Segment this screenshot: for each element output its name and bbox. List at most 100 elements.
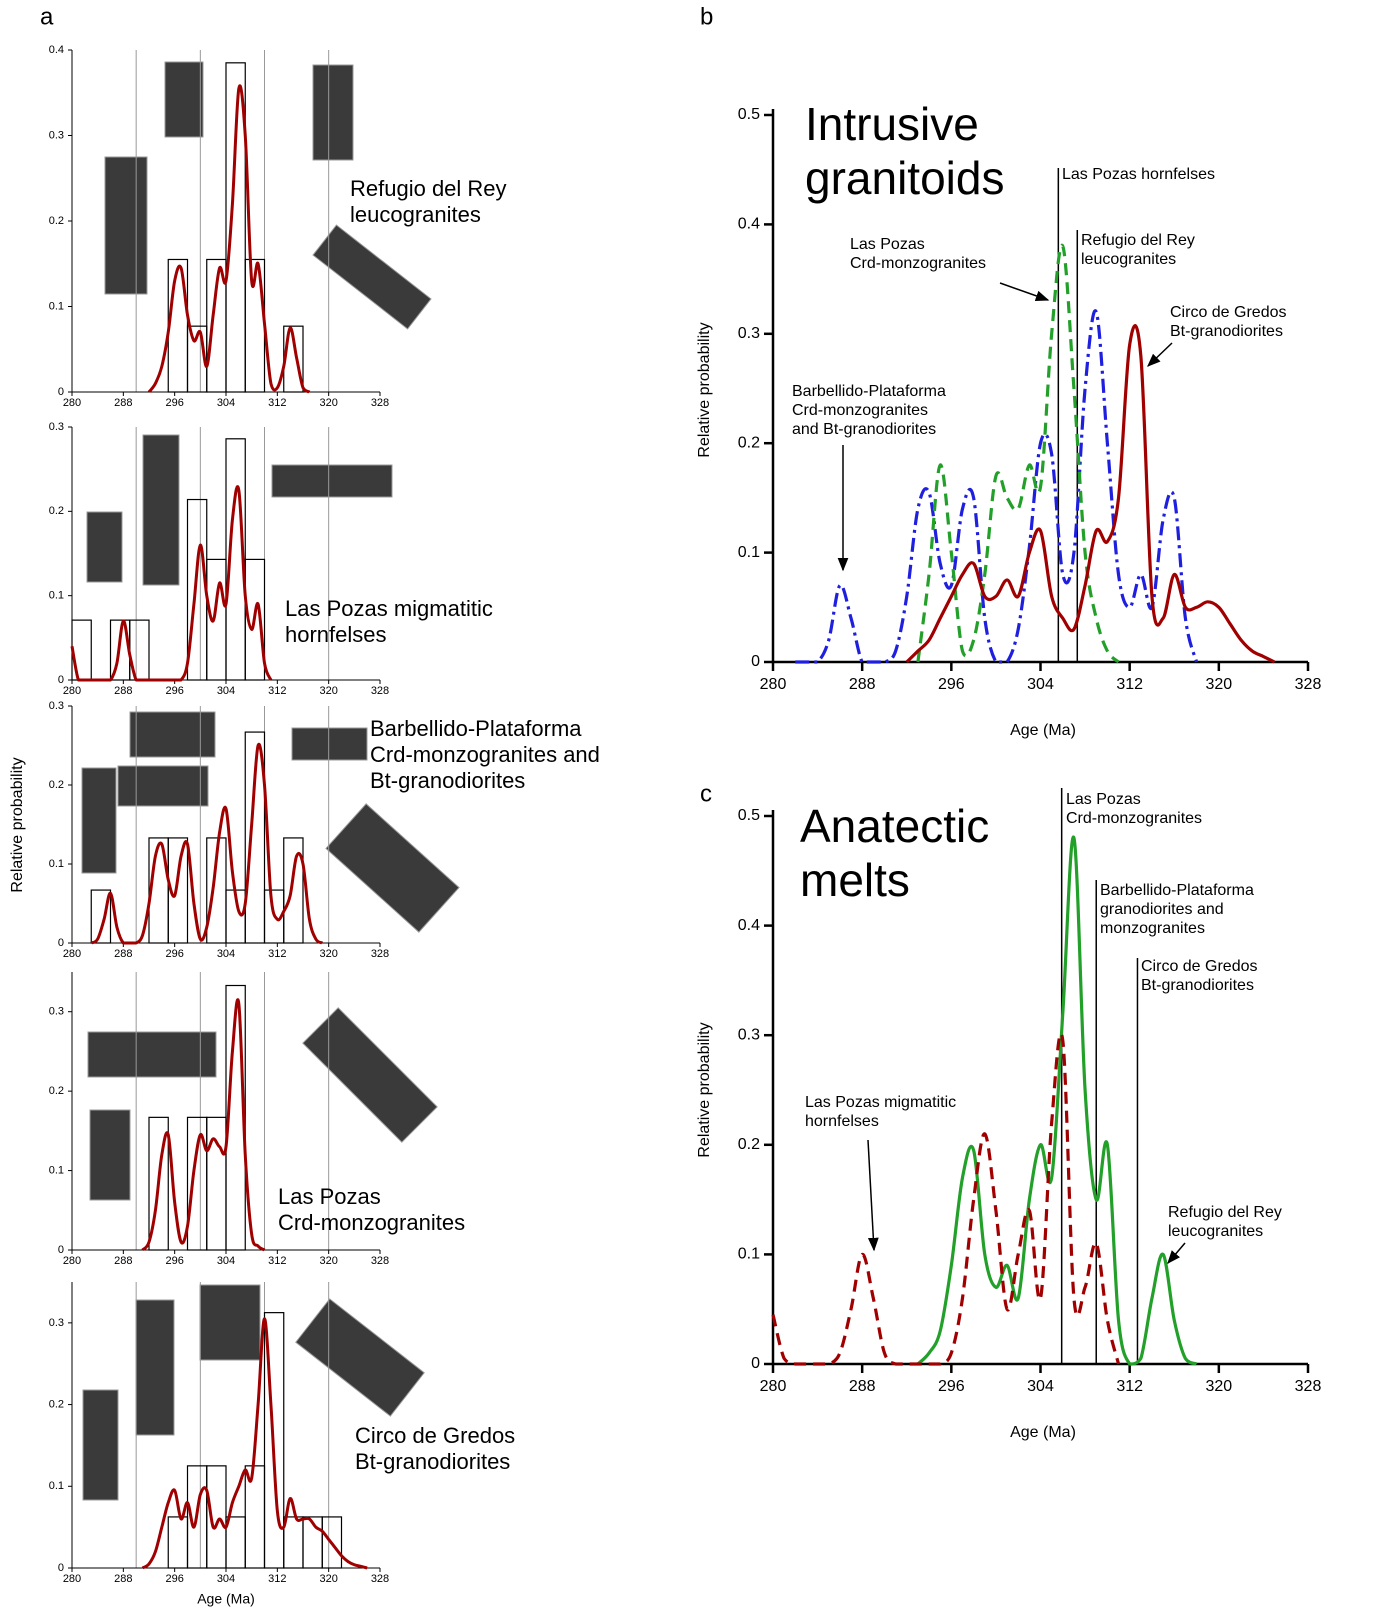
reference-label: Las Pozas hornfelses: [1062, 166, 1215, 183]
x-axis-label: Age (Ma): [1010, 722, 1076, 739]
y-tick-label: 0.1: [49, 590, 64, 602]
histogram-bar: [321, 1516, 343, 1569]
x-tick-label: 328: [371, 1255, 389, 1267]
zircon-image: [325, 803, 460, 933]
zircon-image: [291, 727, 368, 761]
density-curve: [771, 1032, 1121, 1366]
histogram-bar: [225, 62, 246, 393]
x-tick-label: 304: [217, 1255, 235, 1267]
annotation: Las Pozas: [850, 236, 925, 253]
x-tick-label: 280: [63, 1573, 81, 1585]
x-tick-label: 320: [319, 397, 337, 409]
zircon-image: [312, 224, 432, 330]
annotation: Circo de Gredos: [355, 1423, 515, 1448]
x-tick-label: 328: [1295, 676, 1322, 693]
x-tick-label: 312: [268, 397, 286, 409]
density-curve: [916, 243, 1120, 664]
panel-label: a: [40, 3, 54, 30]
annotation: Crd-monzogranites: [792, 402, 928, 419]
chart-title: melts: [800, 854, 910, 906]
histogram-bar: [206, 1116, 227, 1251]
density-curve: [905, 324, 1276, 664]
x-tick-label: 304: [217, 397, 235, 409]
y-tick-label: 0: [58, 674, 64, 686]
y-tick-label: 0: [751, 653, 760, 670]
x-tick-label: 312: [268, 1573, 286, 1585]
y-axis-label: Relative probability: [696, 1022, 713, 1157]
zircon-image: [104, 156, 148, 295]
histogram-bar: [244, 558, 266, 681]
arrow: [1147, 342, 1173, 367]
x-tick-label: 288: [114, 1255, 132, 1267]
y-tick-label: 0.5: [738, 807, 760, 824]
zircon-image: [117, 765, 209, 807]
y-tick-label: 0.1: [738, 1246, 760, 1263]
density-curve: [916, 835, 1198, 1366]
histogram-bar: [90, 889, 112, 944]
x-tick-label: 296: [938, 1378, 965, 1395]
x-tick-label: 312: [1116, 1378, 1143, 1395]
y-tick-label: 0.2: [49, 505, 64, 517]
y-tick-label: 0: [58, 1244, 64, 1256]
chart-title: granitoids: [805, 152, 1004, 204]
y-tick-label: 0.3: [738, 325, 760, 342]
y-tick-label: 0.1: [49, 1164, 64, 1176]
annotation: Refugio del Rey: [1168, 1204, 1282, 1221]
histogram-bar: [167, 1516, 189, 1569]
x-tick-label: 320: [319, 1255, 337, 1267]
histogram-bar: [206, 558, 227, 681]
histogram-bar: [263, 1312, 285, 1569]
x-axis-label: Age (Ma): [197, 1591, 255, 1607]
x-tick-label: 288: [114, 1573, 132, 1585]
x-tick-label: 320: [1205, 676, 1232, 693]
x-tick-label: 304: [217, 685, 235, 697]
x-tick-label: 296: [165, 1573, 183, 1585]
y-tick-label: 0.4: [738, 917, 760, 934]
histogram-bar: [225, 1516, 246, 1569]
x-tick-label: 312: [1116, 676, 1143, 693]
zircon-image: [302, 1007, 438, 1143]
annotation: Las Pozas: [278, 1184, 381, 1209]
annotation: Bt-granodiorites: [1170, 323, 1283, 340]
x-tick-label: 288: [114, 685, 132, 697]
zircon-image: [142, 434, 180, 586]
x-tick-label: 288: [114, 948, 132, 960]
annotation: Crd-monzogranites: [850, 255, 986, 272]
reference-label: Circo de Gredos: [1141, 958, 1258, 975]
y-tick-label: 0.1: [738, 544, 760, 561]
chart-title: Intrusive: [805, 98, 979, 150]
y-tick-label: 0.1: [49, 1480, 64, 1492]
annotation: Refugio del Rey: [350, 176, 507, 201]
x-tick-label: 312: [268, 1255, 286, 1267]
histogram-bar: [244, 1465, 266, 1569]
zircon-image: [199, 1284, 261, 1361]
density-curve: [141, 998, 266, 1252]
y-tick-label: 0.4: [49, 44, 64, 56]
x-tick-label: 328: [1295, 1378, 1322, 1395]
zircon-image: [312, 64, 354, 161]
y-tick-label: 0.2: [49, 215, 64, 227]
reference-label: Las Pozas: [1066, 791, 1141, 808]
x-tick-label: 320: [319, 948, 337, 960]
annotation: Crd-monzogranites and: [370, 742, 600, 767]
y-tick-label: 0: [58, 386, 64, 398]
arrow: [999, 282, 1050, 302]
y-tick-label: 0.1: [49, 858, 64, 870]
x-tick-label: 304: [217, 1573, 235, 1585]
reference-label: Barbellido-Plataforma: [1100, 882, 1254, 899]
y-tick-label: 0.3: [49, 129, 64, 141]
x-tick-label: 296: [165, 948, 183, 960]
reference-label: granodiorites and: [1100, 901, 1224, 918]
y-tick-label: 0.3: [49, 1317, 64, 1329]
y-tick-label: 0: [751, 1355, 760, 1372]
annotation: Las Pozas migmatitic: [805, 1094, 956, 1111]
annotation: Bt-granodiorites: [370, 768, 525, 793]
y-tick-label: 0.2: [49, 779, 64, 791]
x-tick-label: 296: [938, 676, 965, 693]
x-tick-label: 280: [760, 1378, 787, 1395]
annotation: leucogranites: [1168, 1223, 1263, 1240]
y-tick-label: 0.2: [738, 434, 760, 451]
zircon-image: [129, 711, 216, 758]
x-tick-label: 312: [268, 685, 286, 697]
